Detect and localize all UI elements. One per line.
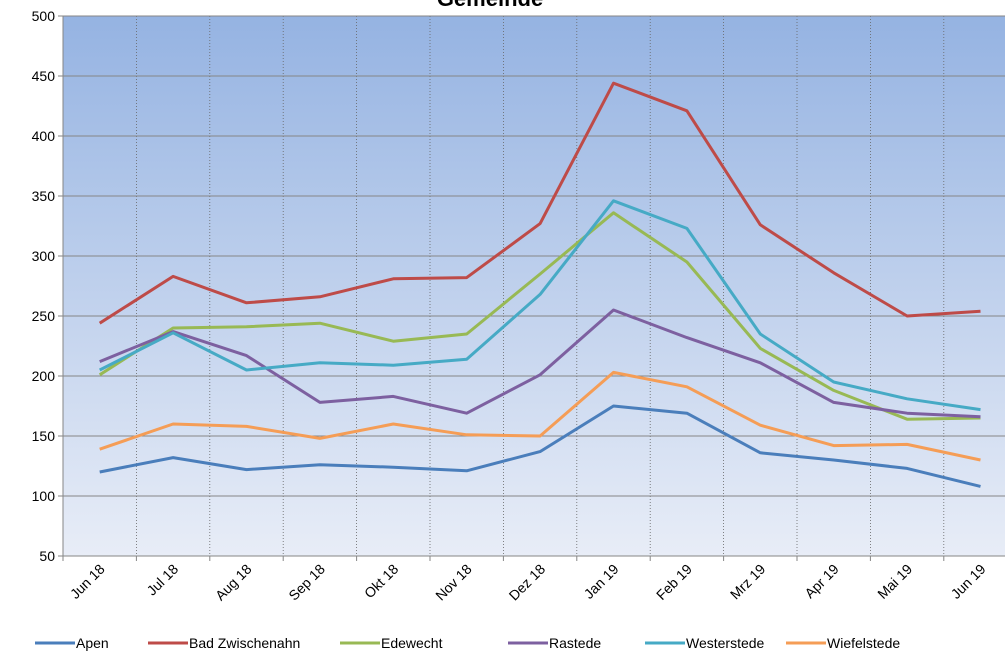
chart-title: Gemeinde <box>437 0 543 11</box>
legend-item: Wiefelstede <box>786 635 900 651</box>
series-line <box>98 211 981 421</box>
y-tick-label: 100 <box>32 488 56 504</box>
legend-item: Westerstede <box>645 635 765 651</box>
series-line <box>99 370 981 462</box>
y-tick-label: 400 <box>32 128 56 144</box>
y-tick-label: 300 <box>32 248 56 264</box>
legend-label: Westerstede <box>686 635 765 651</box>
x-tick-label: Aug 18 <box>212 561 255 604</box>
series-line <box>99 308 981 419</box>
series-line <box>99 404 981 488</box>
legend-item: Edewecht <box>340 635 443 651</box>
x-tick-label: Sep 18 <box>285 561 328 604</box>
x-tick-label: Okt 18 <box>361 561 402 602</box>
y-tick-label: 200 <box>32 368 56 384</box>
x-tick-label: Mai 19 <box>874 561 915 602</box>
x-tick-label: Jul 18 <box>143 561 181 599</box>
x-tick-label: Jan 19 <box>581 561 622 602</box>
x-tick-label: Jun 19 <box>948 561 989 602</box>
legend-item: Apen <box>35 635 109 651</box>
legend-label: Edewecht <box>381 635 443 651</box>
x-tick-label: Nov 18 <box>432 561 475 604</box>
y-tick-label: 150 <box>32 428 56 444</box>
legend-label: Apen <box>76 635 109 651</box>
plot-area <box>63 16 1005 556</box>
x-tick-label: Jun 18 <box>67 561 108 602</box>
series-line <box>98 81 981 325</box>
y-tick-label: 500 <box>32 8 56 24</box>
legend-label: Wiefelstede <box>827 635 900 651</box>
legend-label: Rastede <box>549 635 601 651</box>
y-tick-label: 250 <box>32 308 56 324</box>
x-tick-label: Apr 19 <box>801 561 842 602</box>
x-tick-label: Mrz 19 <box>727 561 769 603</box>
y-tick-label: 350 <box>32 188 56 204</box>
legend-label: Bad Zwischenahn <box>189 635 300 651</box>
y-tick-label: 450 <box>32 68 56 84</box>
legend-item: Rastede <box>508 635 601 651</box>
x-tick-label: Feb 19 <box>653 561 695 603</box>
y-tick-label: 50 <box>39 548 55 564</box>
x-tick-label: Dez 18 <box>506 561 549 604</box>
series-line <box>99 199 981 412</box>
legend-item: Bad Zwischenahn <box>148 635 300 651</box>
